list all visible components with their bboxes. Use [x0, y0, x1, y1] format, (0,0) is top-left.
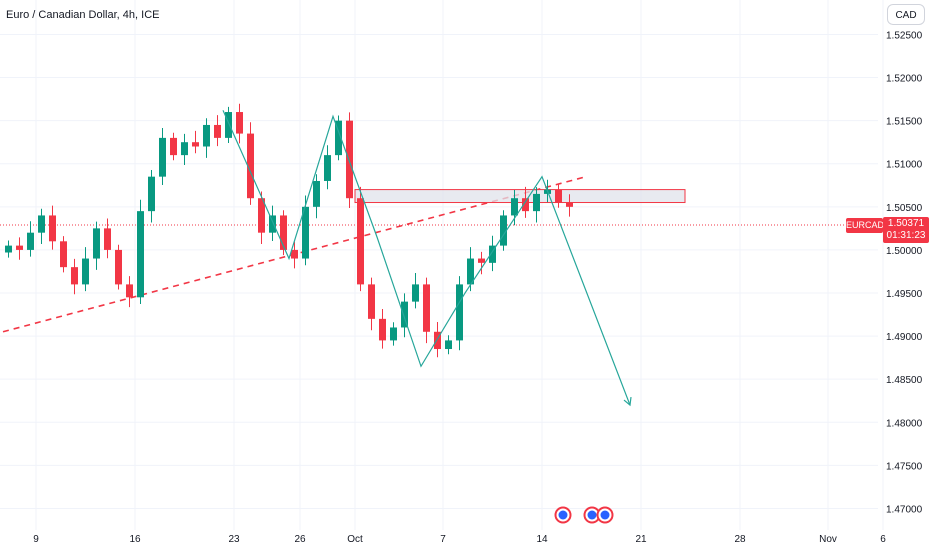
y-tick-label: 1.49500 — [886, 289, 923, 300]
y-tick-label: 1.49000 — [886, 332, 923, 343]
candle-body — [313, 180, 320, 207]
candle-body — [126, 284, 133, 298]
y-tick-label: 1.48000 — [886, 418, 923, 429]
event-icon — [600, 510, 610, 520]
y-tick-label: 1.52500 — [886, 30, 923, 41]
candle-body — [280, 215, 287, 250]
candle-body — [60, 241, 67, 268]
candle-body — [93, 228, 100, 259]
x-tick-label: 14 — [536, 534, 548, 545]
symbol-badge: EURCAD — [846, 218, 884, 233]
pattern-lines — [222, 110, 632, 407]
candle-body — [423, 284, 430, 332]
candle-body — [82, 258, 89, 285]
candle-body — [555, 189, 562, 203]
candle-body — [335, 120, 342, 156]
candle-body — [159, 137, 166, 177]
candle-body — [137, 211, 144, 298]
x-axis: 9 16 23 26 Oct 7 14 21 28 Nov 6 — [33, 534, 886, 545]
candle-body — [148, 176, 155, 212]
x-tick-label: Oct — [347, 534, 363, 545]
chart-grid — [0, 0, 884, 530]
candle-body — [445, 340, 452, 350]
candle-body — [115, 249, 122, 285]
candle-body — [412, 284, 419, 302]
candle-body — [214, 124, 221, 138]
x-tick-label: 21 — [635, 534, 647, 545]
candle-body — [302, 206, 309, 259]
candle-body — [390, 327, 397, 341]
candle-body — [49, 215, 56, 242]
candle-body — [401, 301, 408, 328]
candle-body — [467, 258, 474, 285]
last-price-badge: 1.50371 01:31:23 — [883, 217, 929, 243]
y-tick-label: 1.47000 — [886, 504, 923, 515]
resistance-zone-rect — [354, 189, 686, 204]
candle-body — [170, 137, 177, 156]
candle-body — [522, 198, 529, 212]
y-tick-label: 1.51000 — [886, 160, 923, 171]
candle-body — [511, 198, 518, 216]
candle-body — [324, 155, 331, 181]
x-tick-label: Nov — [819, 534, 837, 545]
candle-body — [258, 198, 265, 233]
candle-body — [38, 215, 45, 233]
candle-body — [346, 120, 353, 199]
y-tick-label: 1.52000 — [886, 74, 923, 85]
candle-body — [203, 124, 210, 147]
arrow-head — [623, 396, 632, 407]
candle-body — [357, 198, 364, 285]
candle-body — [379, 318, 386, 341]
candle-body — [247, 133, 254, 199]
candle-body — [225, 112, 232, 138]
x-tick-label: 7 — [440, 534, 446, 545]
x-tick-label: 16 — [129, 534, 141, 545]
x-tick-label: 23 — [228, 534, 240, 545]
currency-button[interactable]: CAD — [887, 4, 925, 25]
candle-body — [236, 112, 243, 134]
candle-body — [434, 331, 441, 350]
candle-body — [566, 202, 573, 207]
candle-body — [71, 267, 78, 285]
y-tick-label: 1.51500 — [886, 117, 923, 128]
candle-body — [16, 245, 23, 250]
last-price-value: 1.50371 — [887, 218, 925, 229]
x-tick-label: 9 — [33, 534, 39, 545]
candle-body — [489, 245, 496, 263]
chart-title: Euro / Canadian Dollar, 4h, ICE — [6, 9, 160, 21]
resistance-zone — [354, 189, 686, 204]
candle-body — [533, 193, 540, 212]
y-tick-label: 1.47500 — [886, 461, 923, 472]
candle-body — [104, 228, 111, 250]
candle-body — [500, 215, 507, 246]
y-tick-label: 1.50500 — [886, 203, 923, 214]
y-tick-label: 1.50000 — [886, 246, 923, 257]
candle-body — [269, 215, 276, 233]
candles — [5, 103, 573, 358]
candle-body — [368, 284, 375, 319]
x-tick-label: 26 — [294, 534, 306, 545]
event-icon — [587, 510, 597, 520]
y-axis: 1.52500 1.52000 1.51500 1.51000 1.50500 1.500… — [886, 30, 923, 515]
pattern-line — [222, 110, 631, 406]
candle-body — [291, 249, 298, 259]
countdown-timer: 01:31:23 — [886, 230, 926, 241]
candle-body — [192, 142, 199, 147]
candle-body — [27, 232, 34, 250]
x-tick-label: 28 — [734, 534, 746, 545]
candle-body — [5, 245, 12, 253]
candle-body — [478, 258, 485, 263]
x-tick-label: 6 — [880, 534, 886, 545]
candle-body — [181, 142, 188, 156]
event-icon — [558, 510, 568, 520]
event-markers — [554, 506, 614, 524]
candle-body — [456, 284, 463, 341]
y-tick-label: 1.48500 — [886, 375, 923, 386]
